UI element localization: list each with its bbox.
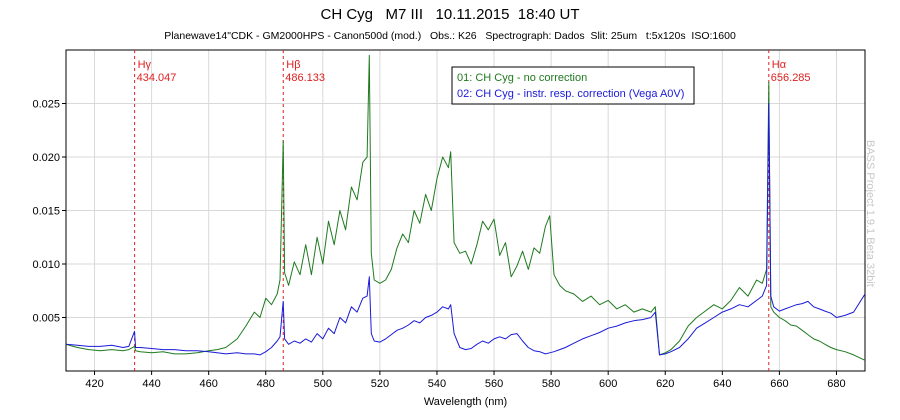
legend-entry-2: 02: CH Cyg - instr. resp. correction (Ve…	[457, 88, 684, 100]
x-tick-label: 540	[428, 378, 446, 390]
grid-lines	[66, 50, 865, 371]
data-series	[66, 54, 865, 361]
x-tick-label: 660	[770, 378, 788, 390]
legend-entry-1: 01: CH Cyg - no correction	[457, 72, 587, 84]
x-tick-label: 440	[142, 378, 160, 390]
x-tick-label: 640	[713, 378, 731, 390]
y-tick-label: 0.025	[32, 99, 60, 111]
x-tick-label: 500	[314, 378, 332, 390]
chart-title: CH Cyg M7 III 10.11.2015 18:40 UT	[320, 6, 580, 23]
x-tick-label: 560	[485, 378, 503, 390]
y-tick-label: 0.020	[32, 152, 60, 164]
marker-name-label: Hβ	[286, 59, 300, 71]
marker-value-label: 656.285	[771, 72, 811, 84]
legend-box	[451, 66, 695, 105]
marker-name-label: Hα	[772, 59, 787, 71]
x-axis-label: Wavelength (nm)	[424, 396, 507, 408]
x-tick-label: 480	[257, 378, 275, 390]
marker-value-label: 434.047	[137, 72, 177, 84]
x-tick-label: 600	[599, 378, 617, 390]
y-tick-label: 0.005	[32, 313, 60, 325]
x-tick-label: 420	[85, 378, 103, 390]
y-tick-label: 0.015	[32, 206, 60, 218]
series-line-2	[66, 103, 865, 356]
series-line-1	[66, 54, 865, 361]
axes: 420 440 460 480 500 520 540 560 580 600 620 640 660 6…	[32, 49, 866, 390]
x-tick-label: 460	[199, 378, 217, 390]
x-tick-label: 620	[656, 378, 674, 390]
marker-value-label: 486.133	[285, 72, 325, 84]
x-tick-label: 680	[827, 378, 845, 390]
x-tick-label: 520	[371, 378, 389, 390]
y-tick-label: 0.010	[32, 259, 60, 271]
chart-subtitle: Planewave14"CDK - GM2000HPS - Canon500d …	[164, 30, 736, 42]
x-tick-label: 580	[542, 378, 560, 390]
marker-name-label: Hγ	[138, 59, 152, 71]
legend: 01: CH Cyg - no correction 02: CH Cyg - i…	[451, 66, 695, 105]
